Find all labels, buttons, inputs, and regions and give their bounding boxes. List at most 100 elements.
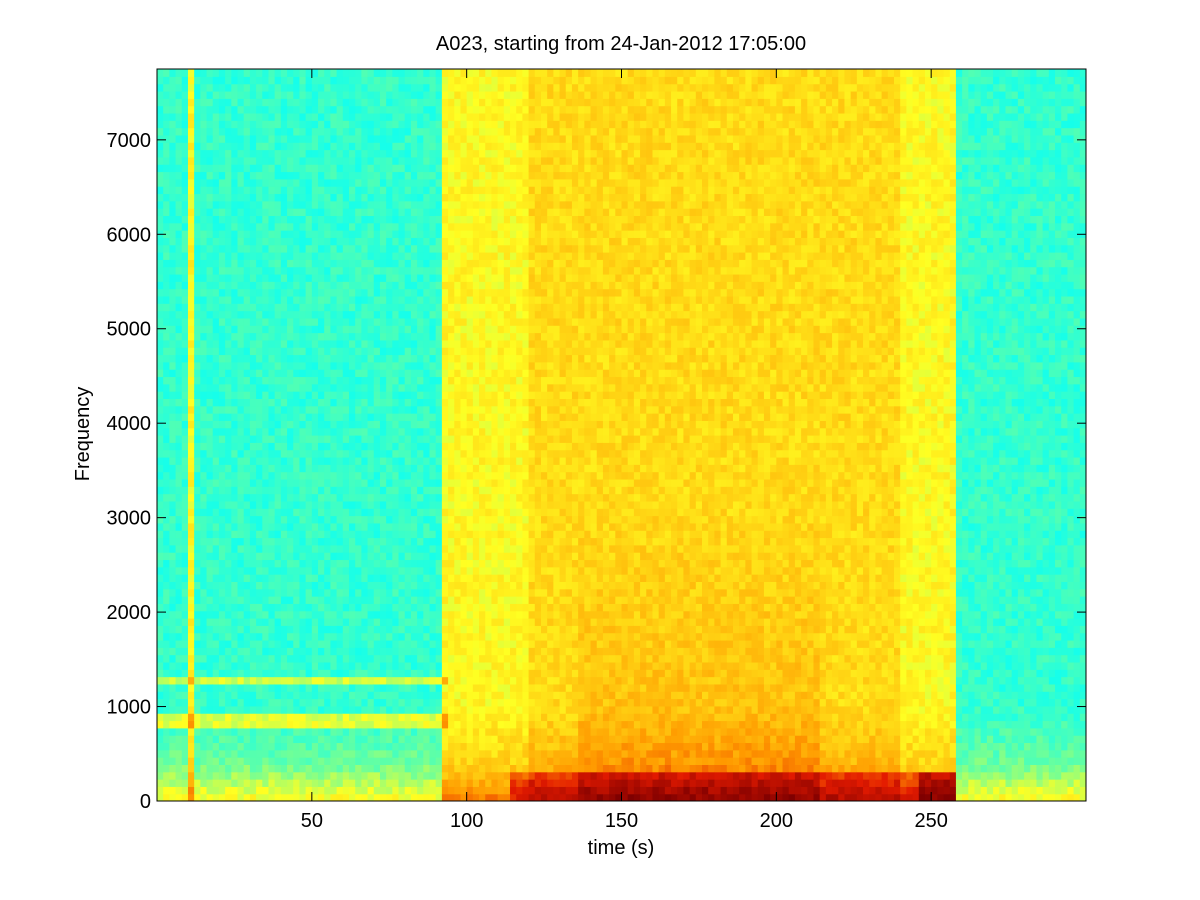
heatmap-cell: [442, 420, 449, 428]
heatmap-cell: [312, 669, 319, 677]
heatmap-cell: [430, 76, 437, 84]
heatmap-cell: [423, 596, 430, 604]
heatmap-cell: [368, 428, 375, 436]
heatmap-cell: [374, 633, 381, 641]
heatmap-cell: [318, 186, 325, 194]
heatmap-cell: [306, 501, 313, 509]
heatmap-cell: [200, 354, 207, 362]
heatmap-cell: [213, 662, 220, 670]
heatmap-cell: [244, 567, 251, 575]
heatmap-cell: [250, 647, 257, 655]
heatmap-cell: [330, 376, 337, 384]
heatmap-cell: [454, 472, 461, 480]
heatmap-cell: [182, 318, 189, 326]
heatmap-cell: [169, 633, 176, 641]
heatmap-cell: [188, 289, 195, 297]
heatmap-cell: [454, 69, 461, 77]
heatmap-cell: [176, 128, 183, 136]
heatmap-cell: [219, 340, 226, 348]
heatmap-cell: [454, 435, 461, 443]
heatmap-cell: [182, 347, 189, 355]
heatmap-cell: [238, 691, 245, 699]
heatmap-cell: [374, 472, 381, 480]
heatmap-cell: [262, 318, 269, 326]
heatmap-cell: [368, 157, 375, 165]
heatmap-cell: [454, 559, 461, 567]
heatmap-cell: [219, 333, 226, 341]
heatmap-cell: [238, 633, 245, 641]
heatmap-cell: [312, 757, 319, 765]
heatmap-cell: [306, 347, 313, 355]
heatmap-cell: [287, 450, 294, 458]
heatmap-cell: [306, 662, 313, 670]
heatmap-cell: [411, 611, 418, 619]
heatmap-cell: [256, 201, 263, 209]
heatmap-cell: [448, 472, 455, 480]
heatmap-cell: [238, 106, 245, 114]
heatmap-cell: [399, 611, 406, 619]
heatmap-cell: [275, 450, 282, 458]
heatmap-cell: [355, 164, 362, 172]
heatmap-cell: [287, 413, 294, 421]
heatmap-cell: [244, 684, 251, 692]
heatmap-cell: [411, 508, 418, 516]
heatmap-cell: [219, 486, 226, 494]
heatmap-cell: [442, 501, 449, 509]
heatmap-cell: [194, 662, 201, 670]
heatmap-cell: [423, 311, 430, 319]
heatmap-cell: [275, 647, 282, 655]
heatmap-cell: [157, 633, 164, 641]
heatmap-cell: [374, 574, 381, 582]
heatmap-cell: [368, 486, 375, 494]
heatmap-cell: [238, 150, 245, 158]
heatmap-cell: [293, 545, 300, 553]
heatmap-cell: [368, 786, 375, 794]
heatmap-cell: [411, 786, 418, 794]
heatmap-cell: [188, 340, 195, 348]
heatmap-cell: [207, 91, 214, 99]
heatmap-cell: [207, 706, 214, 714]
heatmap-cell: [244, 259, 251, 267]
heatmap-cell: [281, 157, 288, 165]
heatmap-cell: [423, 98, 430, 106]
heatmap-cell: [343, 757, 350, 765]
heatmap-cell: [287, 457, 294, 465]
heatmap-cell: [386, 559, 393, 567]
heatmap-cell: [231, 706, 238, 714]
heatmap-cell: [312, 369, 319, 377]
heatmap-cell: [293, 391, 300, 399]
heatmap-cell: [306, 164, 313, 172]
heatmap-cell: [238, 193, 245, 201]
heatmap-cell: [163, 772, 170, 780]
heatmap-cell: [169, 786, 176, 794]
heatmap-cell: [194, 508, 201, 516]
heatmap-cell: [306, 128, 313, 136]
heatmap-cell: [454, 340, 461, 348]
heatmap-cell: [386, 420, 393, 428]
heatmap-cell: [417, 486, 424, 494]
heatmap-cell: [262, 245, 269, 253]
heatmap-cell: [430, 252, 437, 260]
heatmap-cell: [287, 537, 294, 545]
heatmap-cell: [454, 457, 461, 465]
heatmap-cell: [268, 596, 275, 604]
heatmap-cell: [411, 398, 418, 406]
heatmap-cell: [442, 311, 449, 319]
heatmap-cell: [312, 552, 319, 560]
heatmap-cell: [169, 537, 176, 545]
heatmap-cell: [430, 237, 437, 245]
heatmap-cell: [293, 706, 300, 714]
heatmap-cell: [374, 340, 381, 348]
heatmap-cell: [299, 450, 306, 458]
heatmap-cell: [312, 267, 319, 275]
heatmap-cell: [225, 581, 232, 589]
heatmap-cell: [262, 267, 269, 275]
heatmap-cell: [392, 501, 399, 509]
heatmap-cell: [225, 574, 232, 582]
heatmap-cell: [293, 581, 300, 589]
heatmap-cell: [460, 640, 467, 648]
heatmap-cell: [219, 76, 226, 84]
heatmap-cell: [361, 677, 368, 685]
heatmap-cell: [374, 347, 381, 355]
heatmap-cell: [324, 435, 331, 443]
